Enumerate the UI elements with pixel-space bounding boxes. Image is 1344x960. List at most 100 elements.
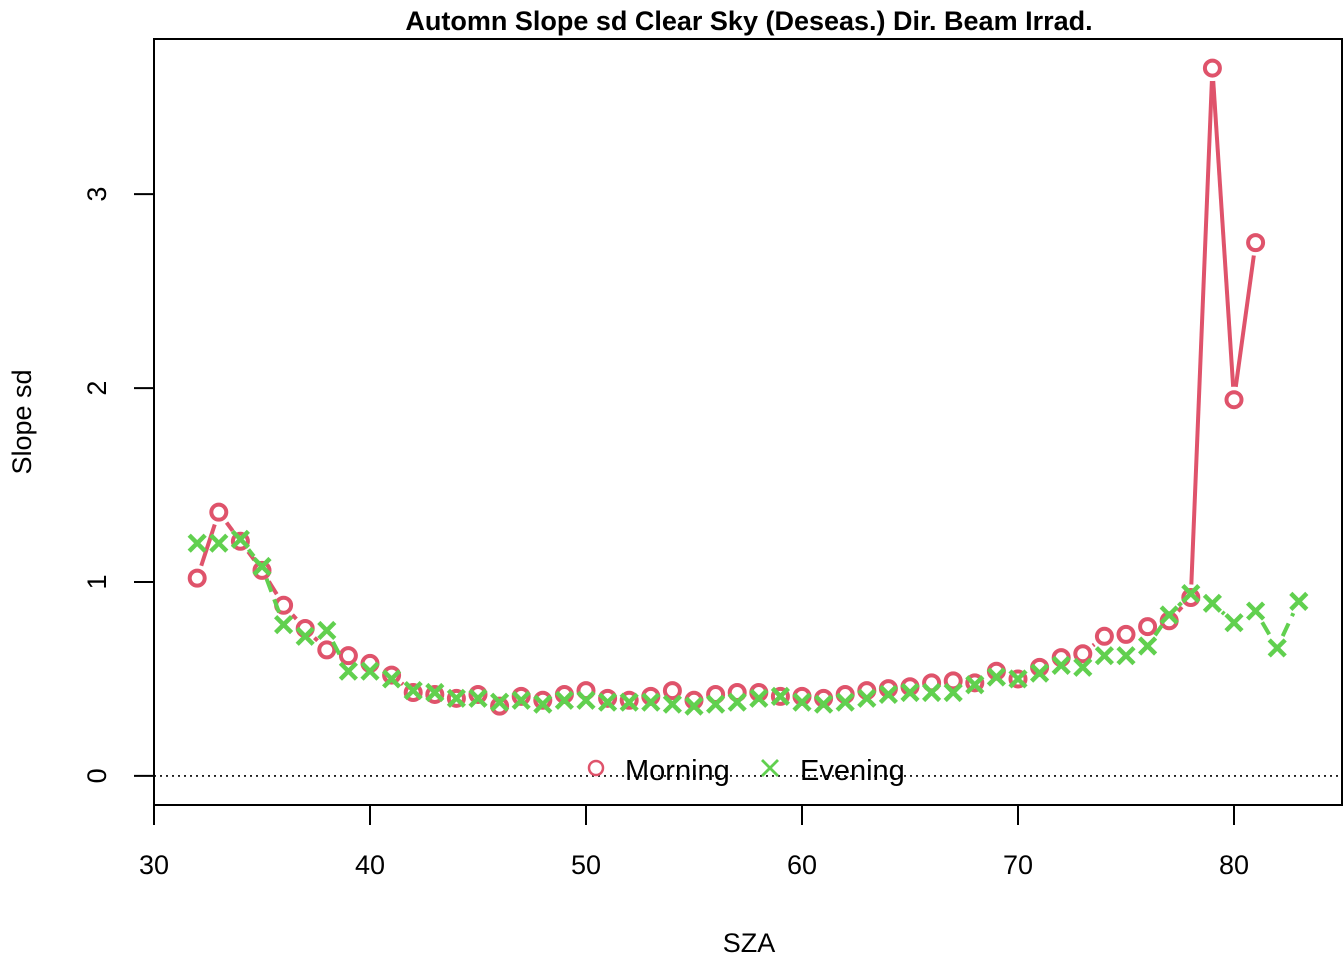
x-tick-label: 80 (1219, 850, 1249, 880)
evening-point (1073, 657, 1093, 677)
y-tick-label: 3 (82, 187, 112, 202)
morning-point (425, 684, 445, 704)
evening-point (986, 667, 1006, 687)
morning-segment (199, 523, 217, 567)
morning-point (1008, 669, 1028, 689)
morning-segment (1189, 80, 1214, 585)
evening-point (533, 694, 553, 714)
evening-point (1202, 593, 1222, 613)
legend: Morning Evening (587, 755, 905, 787)
morning-point (1094, 626, 1114, 646)
evening-point (770, 686, 790, 706)
evening-point (1116, 646, 1136, 666)
evening-point (900, 682, 920, 703)
evening-point (922, 682, 942, 703)
evening-point (338, 661, 358, 681)
x-axis-label: SZA (723, 928, 776, 958)
evening-point (857, 688, 877, 708)
morning-segment (1233, 255, 1256, 388)
evening-point (1138, 636, 1158, 656)
evening-point (598, 692, 618, 712)
evening-point (317, 620, 337, 641)
y-tick-label: 1 (82, 574, 112, 589)
evening-point (511, 690, 531, 710)
morning-point (965, 673, 985, 693)
evening-point (1008, 669, 1028, 689)
evening-point (403, 680, 423, 701)
x-tick-label: 50 (571, 850, 601, 880)
legend-morning-symbol (587, 759, 605, 777)
morning-point (662, 681, 682, 701)
morning-segment (224, 521, 235, 533)
evening-segment (1280, 612, 1296, 637)
evening-point (230, 529, 250, 549)
evening-point (662, 694, 682, 714)
evening-point (576, 690, 596, 710)
evening-point (209, 533, 229, 553)
evening-point (684, 696, 704, 716)
evening-segment (264, 577, 281, 614)
evening-point (1246, 601, 1266, 621)
evening-point (468, 688, 488, 708)
evening-point (792, 692, 812, 712)
y-tick-label: 0 (82, 768, 112, 783)
morning-point (187, 568, 207, 588)
morning-point (770, 686, 790, 706)
evening-point (425, 682, 445, 703)
evening-point (1181, 584, 1201, 604)
morning-point (1138, 617, 1158, 637)
evening-point (727, 692, 747, 712)
evening-point (446, 688, 466, 708)
morning-point (317, 640, 337, 660)
x-tick-label: 40 (355, 850, 385, 880)
morning-point (230, 531, 250, 551)
y-axis: 0 1 2 3 (82, 187, 155, 783)
evening-point (1267, 638, 1287, 658)
morning-point (490, 696, 510, 716)
legend-morning-label: Morning (625, 755, 730, 787)
evening-line (246, 548, 1296, 661)
evening-point (1094, 646, 1114, 666)
evening-point (835, 692, 855, 712)
morning-point (598, 688, 618, 708)
evening-point (965, 675, 985, 695)
evening-point (1030, 663, 1050, 683)
x-tick-label: 60 (787, 850, 817, 880)
morning-segment (1211, 80, 1236, 387)
morning-segment (313, 636, 319, 643)
morning-line (199, 80, 1256, 686)
evening-point (878, 684, 898, 705)
morning-point (446, 688, 466, 708)
evening-point (274, 615, 294, 635)
morning-segment (1176, 605, 1184, 613)
evening-point (814, 694, 834, 714)
evening-points (187, 529, 1309, 716)
morning-point (1246, 233, 1266, 253)
chart-title: Automn Slope sd Clear Sky (Deseas.) Dir.… (405, 6, 1092, 36)
morning-segment (290, 613, 298, 621)
morning-point (252, 560, 272, 580)
evening-point (641, 692, 661, 712)
legend-evening-label: Evening (800, 755, 905, 787)
evening-point (295, 626, 315, 646)
morning-point (1181, 588, 1201, 608)
evening-segment (1177, 601, 1183, 608)
morning-point (1073, 644, 1093, 664)
morning-points (187, 58, 1266, 716)
morning-point (1116, 624, 1136, 644)
evening-point (554, 690, 574, 710)
evening-point (619, 692, 639, 712)
evening-point (1159, 605, 1179, 625)
evening-point (490, 692, 510, 712)
evening-point (749, 688, 769, 708)
legend-evening-symbol (761, 759, 779, 777)
y-axis-label: Slope sd (7, 369, 37, 474)
morning-point (403, 683, 423, 703)
evening-point (382, 669, 402, 689)
morning-point (1202, 58, 1222, 78)
plot-frame (153, 38, 1343, 806)
evening-segment (1260, 621, 1273, 638)
plot-layer (154, 58, 1342, 777)
evening-segment (1220, 610, 1226, 616)
